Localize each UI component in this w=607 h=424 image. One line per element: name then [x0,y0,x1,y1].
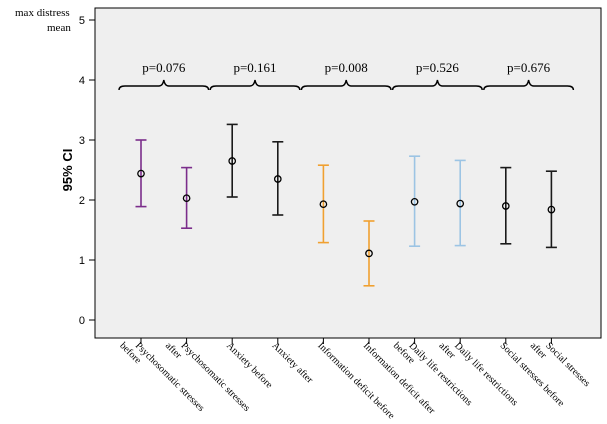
plot-area [94,7,602,339]
x-category-label: Information deficit before [315,340,397,422]
y-tick-label: 4 [79,75,85,87]
mean-point [228,157,237,165]
x-category-label-line1: Anxiety after [270,340,316,386]
y-tick-label: 3 [79,135,85,147]
mean-point [273,175,282,183]
y-tick-label: 2 [79,195,85,207]
mean-point [365,249,373,258]
y-tick-label: 5 [79,15,85,27]
x-category-label-line2: after [163,340,184,361]
mean-point [410,197,419,206]
significance-brace [483,79,575,91]
y-axis-label: 95% CI [60,149,75,192]
mean-point [501,202,510,210]
p-value-label: p=0.076 [142,60,186,75]
mean-point [319,200,328,209]
mean-point [137,169,145,178]
corner-label-line2: mean [47,22,71,34]
y-tick-label: 0 [79,315,85,327]
significance-brace [118,79,210,91]
y-tick-label: 1 [79,255,85,267]
p-value-label: p=0.008 [325,60,368,75]
x-category-label: Anxiety after [270,340,316,386]
x-category-label-line1: Social stresses [543,340,592,389]
mean-point [456,199,465,208]
x-category-label-line2: after [528,340,549,361]
significance-brace [209,79,301,91]
p-value-label: p=0.161 [233,60,276,75]
p-value-label: p=0.526 [416,60,460,75]
p-value-label: p=0.676 [507,60,551,75]
x-category-label-line2: after [437,340,458,361]
corner-label-line1: max distress [15,7,70,19]
x-category-label-line1: Information deficit before [315,340,397,422]
mean-point [547,205,556,214]
mean-point [182,194,191,203]
significance-brace [391,79,483,91]
significance-brace [300,79,392,91]
x-category-label: Anxiety before [224,340,275,391]
x-category-label-line1: Anxiety before [224,340,275,391]
